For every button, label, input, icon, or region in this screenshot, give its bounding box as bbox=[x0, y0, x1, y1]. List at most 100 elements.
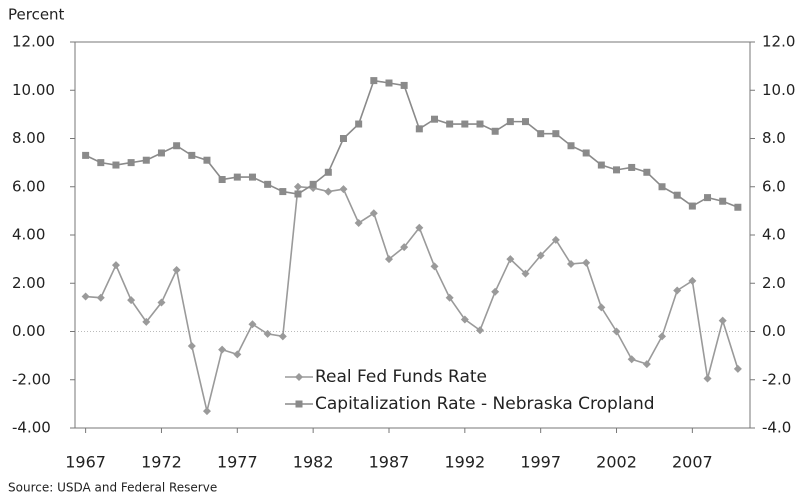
point bbox=[339, 135, 347, 142]
point bbox=[491, 287, 500, 296]
point bbox=[642, 360, 651, 369]
point bbox=[613, 166, 621, 174]
point bbox=[460, 315, 469, 324]
point bbox=[522, 118, 530, 126]
point bbox=[658, 183, 666, 191]
x-tick-label: 1982 bbox=[293, 453, 334, 472]
point bbox=[82, 151, 90, 159]
x-tick-label: 1987 bbox=[369, 453, 410, 472]
point bbox=[673, 286, 682, 295]
point bbox=[673, 191, 681, 199]
point bbox=[324, 187, 333, 196]
point bbox=[294, 190, 302, 198]
point bbox=[643, 168, 651, 176]
point bbox=[263, 329, 272, 338]
point bbox=[704, 194, 712, 202]
point bbox=[279, 188, 287, 196]
point bbox=[142, 317, 151, 326]
point bbox=[233, 350, 242, 359]
point bbox=[203, 156, 211, 164]
point bbox=[506, 118, 514, 126]
series-line bbox=[85, 185, 739, 412]
y2-tick-label: 12.0 bbox=[762, 33, 795, 51]
point bbox=[369, 209, 378, 218]
point bbox=[658, 332, 667, 341]
y2-tick-label: -2.0 bbox=[762, 370, 791, 388]
point bbox=[385, 79, 393, 87]
point bbox=[127, 296, 136, 305]
point bbox=[157, 149, 165, 157]
point bbox=[324, 168, 332, 176]
x-tick-label: 1967 bbox=[65, 453, 106, 472]
point bbox=[537, 130, 545, 138]
point bbox=[536, 251, 545, 260]
point bbox=[430, 115, 438, 123]
point bbox=[309, 180, 317, 188]
point bbox=[476, 120, 484, 128]
point bbox=[355, 120, 363, 128]
point bbox=[628, 163, 636, 171]
point bbox=[446, 120, 454, 128]
point bbox=[97, 159, 105, 167]
y-tick-label: 10.00 bbox=[12, 81, 55, 99]
y2-tick-label: 4.0 bbox=[762, 226, 786, 244]
point bbox=[415, 125, 423, 133]
point bbox=[461, 120, 469, 128]
point bbox=[491, 127, 499, 135]
point bbox=[188, 151, 196, 159]
point bbox=[264, 180, 272, 188]
point bbox=[627, 355, 636, 364]
point bbox=[96, 293, 105, 302]
point bbox=[445, 293, 454, 302]
point bbox=[567, 259, 576, 268]
point bbox=[384, 255, 393, 264]
point bbox=[339, 185, 348, 194]
point bbox=[430, 262, 439, 271]
point bbox=[400, 81, 408, 89]
point bbox=[733, 364, 742, 373]
legend-marker bbox=[295, 400, 303, 408]
legend-label: Capitalization Rate - Nebraska Cropland bbox=[315, 394, 655, 414]
point bbox=[734, 203, 742, 211]
point bbox=[218, 176, 226, 184]
point bbox=[142, 156, 150, 164]
point bbox=[127, 159, 135, 167]
point bbox=[415, 223, 424, 232]
x-tick-label: 1997 bbox=[520, 453, 561, 472]
source-note: Source: USDA and Federal Reserve bbox=[8, 481, 217, 495]
point bbox=[81, 292, 90, 301]
y2-tick-label: 10.0 bbox=[762, 81, 795, 99]
point bbox=[597, 161, 605, 169]
point bbox=[248, 320, 257, 329]
point bbox=[112, 161, 120, 169]
point bbox=[278, 332, 287, 341]
point bbox=[506, 255, 515, 264]
point bbox=[719, 197, 727, 205]
point bbox=[582, 149, 590, 157]
point bbox=[400, 243, 409, 252]
point bbox=[202, 407, 211, 416]
point bbox=[612, 327, 621, 336]
y-axis-label: Percent bbox=[8, 6, 65, 24]
series-line bbox=[85, 79, 739, 208]
point bbox=[111, 261, 120, 270]
point bbox=[157, 298, 166, 307]
point bbox=[552, 130, 560, 138]
y-tick-label: 8.00 bbox=[12, 129, 45, 147]
point bbox=[172, 265, 181, 274]
point bbox=[551, 235, 560, 244]
point bbox=[370, 77, 378, 85]
point bbox=[718, 316, 727, 325]
point bbox=[293, 182, 302, 191]
x-tick-label: 2002 bbox=[596, 453, 637, 472]
x-tick-label: 1992 bbox=[444, 453, 485, 472]
point bbox=[476, 326, 484, 335]
y-tick-label: -4.00 bbox=[12, 419, 51, 437]
point bbox=[187, 341, 196, 350]
y-tick-label: 12.00 bbox=[12, 33, 55, 51]
y-tick-label: -2.00 bbox=[12, 370, 51, 388]
legend-label: Real Fed Funds Rate bbox=[315, 367, 487, 387]
point bbox=[703, 374, 712, 383]
point bbox=[567, 142, 575, 150]
